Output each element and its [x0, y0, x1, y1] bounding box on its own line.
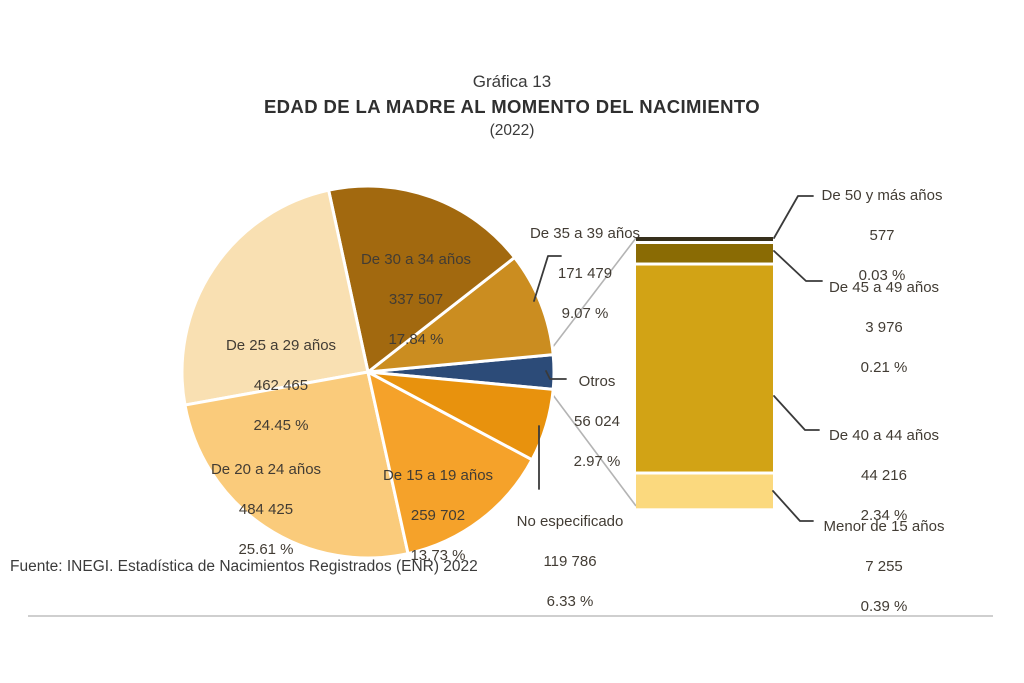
slice-pct: 2.97 % [573, 453, 621, 470]
bar-label-45-49: De 45 a 49 años 3 976 0.21 % [794, 258, 974, 398]
segment-label: De 50 y más años [821, 187, 943, 204]
leader-line [773, 395, 820, 431]
segment-label: Menor de 15 años [823, 518, 945, 535]
source-note: Fuente: INEGI. Estadística de Nacimiento… [10, 558, 478, 575]
slice-label: Otros [578, 373, 616, 390]
slice-label-35-39: De 35 a 39 años 171 479 9.07 % [495, 204, 675, 344]
leader-line [773, 195, 814, 239]
segment-pct: 0.39 % [860, 598, 908, 615]
slice-label-otros: Otros 56 024 2.97 % [537, 352, 657, 492]
bar-label-50-mas: De 50 y más años 577 0.03 % [792, 166, 972, 306]
title-year: (2022) [489, 122, 535, 139]
slice-value: 171 479 [557, 265, 613, 282]
slice-value: 119 786 [543, 553, 597, 570]
slice-label-25-29: De 25 a 29 años 462 465 24.45 % [191, 316, 371, 456]
slice-label-15-19: De 15 a 19 años 259 702 13.73 % [382, 446, 494, 586]
segment-pct: 0.03 % [858, 267, 906, 284]
slice-label: De 35 a 39 años [529, 225, 641, 242]
slice-value: 56 024 [574, 413, 620, 430]
bar-segment-de-45-a-49-a-os [636, 244, 773, 263]
slice-label: De 20 a 24 años [210, 461, 322, 478]
segment-value: 44 216 [861, 467, 907, 484]
bar-label-menor-15: Menor de 15 años 7 255 0.39 % [794, 497, 974, 637]
slice-value: 337 507 [388, 291, 444, 308]
pie-slice-de-25-a-29-a-os [180, 188, 370, 407]
slice-pct: 13.73 % [410, 547, 466, 564]
pie-slice-no-especificado [366, 370, 555, 462]
slice-label: De 30 a 34 años [360, 251, 472, 268]
segment-pct: 2.34 % [860, 507, 908, 524]
fan-line [548, 237, 637, 353]
slice-pct: 17.84 % [388, 331, 444, 348]
slice-pct: 25.61 % [238, 541, 294, 558]
pie-slice-de-30-a-34-a-os [327, 184, 517, 374]
leader-line [772, 490, 814, 522]
bar-segment-menor-de-15-a-os [636, 474, 773, 509]
bar-segment-de-40-a-44-a-os [636, 265, 773, 472]
slice-value: 484 425 [238, 501, 294, 518]
slice-value: 462 465 [253, 377, 309, 394]
slice-label: De 25 a 29 años [225, 337, 337, 354]
slice-pct: 9.07 % [561, 305, 609, 322]
slice-value: 259 702 [410, 507, 466, 524]
figure-number: Gráfica 13 [472, 72, 552, 91]
pie-slice-de-15-a-19-a-os [366, 370, 534, 556]
slice-label: No especificado [516, 513, 624, 530]
slice-label-20-24: De 20 a 24 años 484 425 25.61 % [176, 440, 356, 580]
leader-line [545, 370, 567, 380]
title-block: Gráfica 13 EDAD DE LA MADRE AL MOMENTO D… [0, 70, 1024, 142]
slice-label-no-especificado: No especificado 119 786 6.33 % [480, 492, 660, 632]
segment-label: De 40 a 44 años [828, 427, 940, 444]
segment-label: De 45 a 49 años [828, 279, 940, 296]
bar-label-40-44: De 40 a 44 años 44 216 2.34 % [794, 406, 974, 546]
segment-value: 3 976 [865, 319, 903, 336]
fan-line [549, 390, 637, 507]
segment-value: 577 [869, 227, 895, 244]
segment-pct: 0.21 % [860, 359, 908, 376]
slice-label-30-34: De 30 a 34 años 337 507 17.84 % [326, 230, 506, 370]
leader-line [773, 250, 823, 282]
slice-pct: 24.45 % [253, 417, 309, 434]
slice-label: De 15 a 19 años [382, 467, 494, 484]
bottom-divider [28, 615, 993, 617]
segment-value: 7 255 [865, 558, 903, 575]
leader-line [533, 255, 562, 302]
slice-pct: 6.33 % [546, 593, 594, 610]
pie-slice-de-35-a-39-a-os [366, 255, 555, 374]
pie-slice-de-20-a-24-a-os [183, 370, 410, 560]
page-title: EDAD DE LA MADRE AL MOMENTO DEL NACIMIEN… [263, 96, 761, 117]
bar-segment-de-50-y-m-s-a-os [636, 237, 773, 241]
